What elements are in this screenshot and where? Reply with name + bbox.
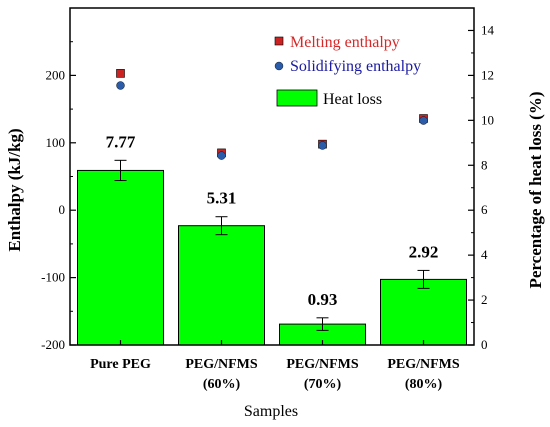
- bar-heat-loss: [77, 169, 164, 346]
- x-axis-title: Samples: [244, 403, 298, 420]
- y-right-tick-label: 4: [481, 247, 488, 262]
- legend: Melting enthalpy Solidifying enthalpy He…: [274, 34, 421, 108]
- category-label: PEG/NFMS: [185, 357, 258, 372]
- points-layer: [116, 69, 428, 160]
- category-label-line2: (60%): [203, 377, 241, 392]
- legend-marker-melting: [274, 36, 284, 46]
- legend-swatch-heat-loss: [276, 89, 318, 107]
- point-solidifying-enthalpy: [217, 151, 226, 160]
- y-right-tick-label: 2: [481, 292, 488, 307]
- point-solidifying-enthalpy: [116, 81, 125, 90]
- legend-label-melting: Melting enthalpy: [290, 34, 400, 51]
- category-label: Pure PEG: [90, 357, 151, 372]
- data-label-heat-loss: 5.31: [207, 189, 237, 208]
- category-label-line2: (80%): [405, 377, 443, 392]
- left-ticks-layer: -200 -100 0 100 200: [41, 41, 76, 352]
- data-label-heat-loss: 2.92: [409, 242, 439, 261]
- y-right-tick-label: 10: [481, 112, 494, 127]
- legend-marker-solidifying: [274, 61, 284, 71]
- error-bars-layer: [114, 159, 430, 331]
- y-left-tick-label: 100: [46, 135, 66, 150]
- y-left-tick-label: 0: [59, 202, 66, 217]
- data-label-heat-loss: 7.77: [106, 132, 136, 151]
- y-right-tick-label: 12: [481, 67, 494, 82]
- y-axis-left-title: Enthalpy (kJ/kg): [5, 128, 24, 251]
- y-right-tick-label: 0: [481, 337, 488, 352]
- y-right-tick-label: 8: [481, 157, 488, 172]
- point-melting-enthalpy: [116, 69, 125, 78]
- bar-heat-loss: [178, 225, 265, 346]
- category-labels-layer: Pure PEG PEG/NFMS (60%) PEG/NFMS (70%) PEG/NF…: [90, 340, 460, 392]
- data-labels-layer: 7.77 5.31 0.93 2.92: [106, 132, 439, 308]
- y-left-tick-label: 200: [46, 67, 66, 82]
- bars-layer: [77, 169, 467, 346]
- y-left-tick-label: -100: [41, 270, 65, 285]
- right-ticks-layer: 0 2 4 6 8 10 12 14: [468, 22, 495, 352]
- y-right-tick-label: 6: [481, 202, 488, 217]
- legend-label-solidifying: Solidifying enthalpy: [290, 58, 421, 75]
- data-label-heat-loss: 0.93: [308, 290, 338, 309]
- bar-heat-loss: [380, 278, 467, 346]
- point-solidifying-enthalpy: [318, 141, 327, 150]
- y-axis-right-title: Percentage of heat loss (%): [526, 91, 545, 288]
- category-label: PEG/NFMS: [286, 357, 359, 372]
- y-left-tick-label: -200: [41, 337, 65, 352]
- y-right-tick-label: 14: [481, 22, 495, 37]
- category-label-line2: (70%): [304, 377, 342, 392]
- category-label: PEG/NFMS: [387, 357, 460, 372]
- legend-label-heat-loss: Heat loss: [323, 91, 382, 108]
- point-solidifying-enthalpy: [419, 116, 428, 125]
